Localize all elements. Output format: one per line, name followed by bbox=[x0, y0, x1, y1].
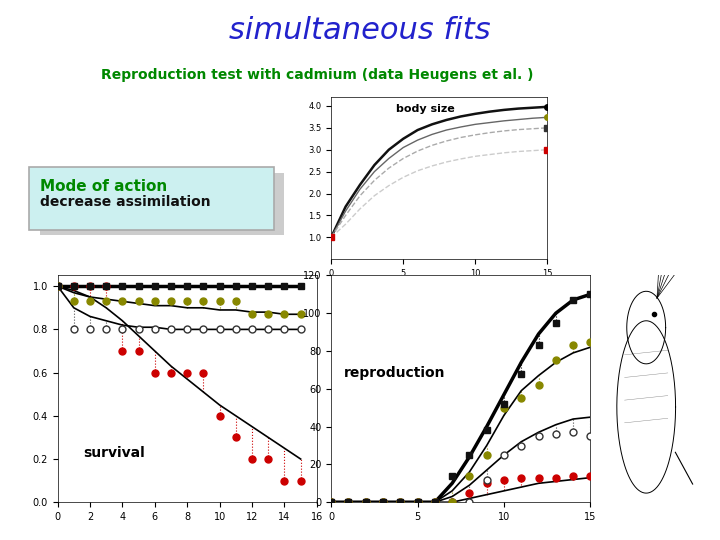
Text: reproduction: reproduction bbox=[344, 367, 446, 381]
Text: body size: body size bbox=[396, 104, 455, 114]
Text: Mode of action: Mode of action bbox=[40, 179, 167, 194]
Text: decrease assimilation: decrease assimilation bbox=[40, 195, 210, 210]
Text: Reproduction test with cadmium (data Heugens et al. ): Reproduction test with cadmium (data Heu… bbox=[101, 68, 534, 82]
Text: simultaneous fits: simultaneous fits bbox=[229, 16, 491, 45]
Text: survival: survival bbox=[84, 446, 145, 460]
